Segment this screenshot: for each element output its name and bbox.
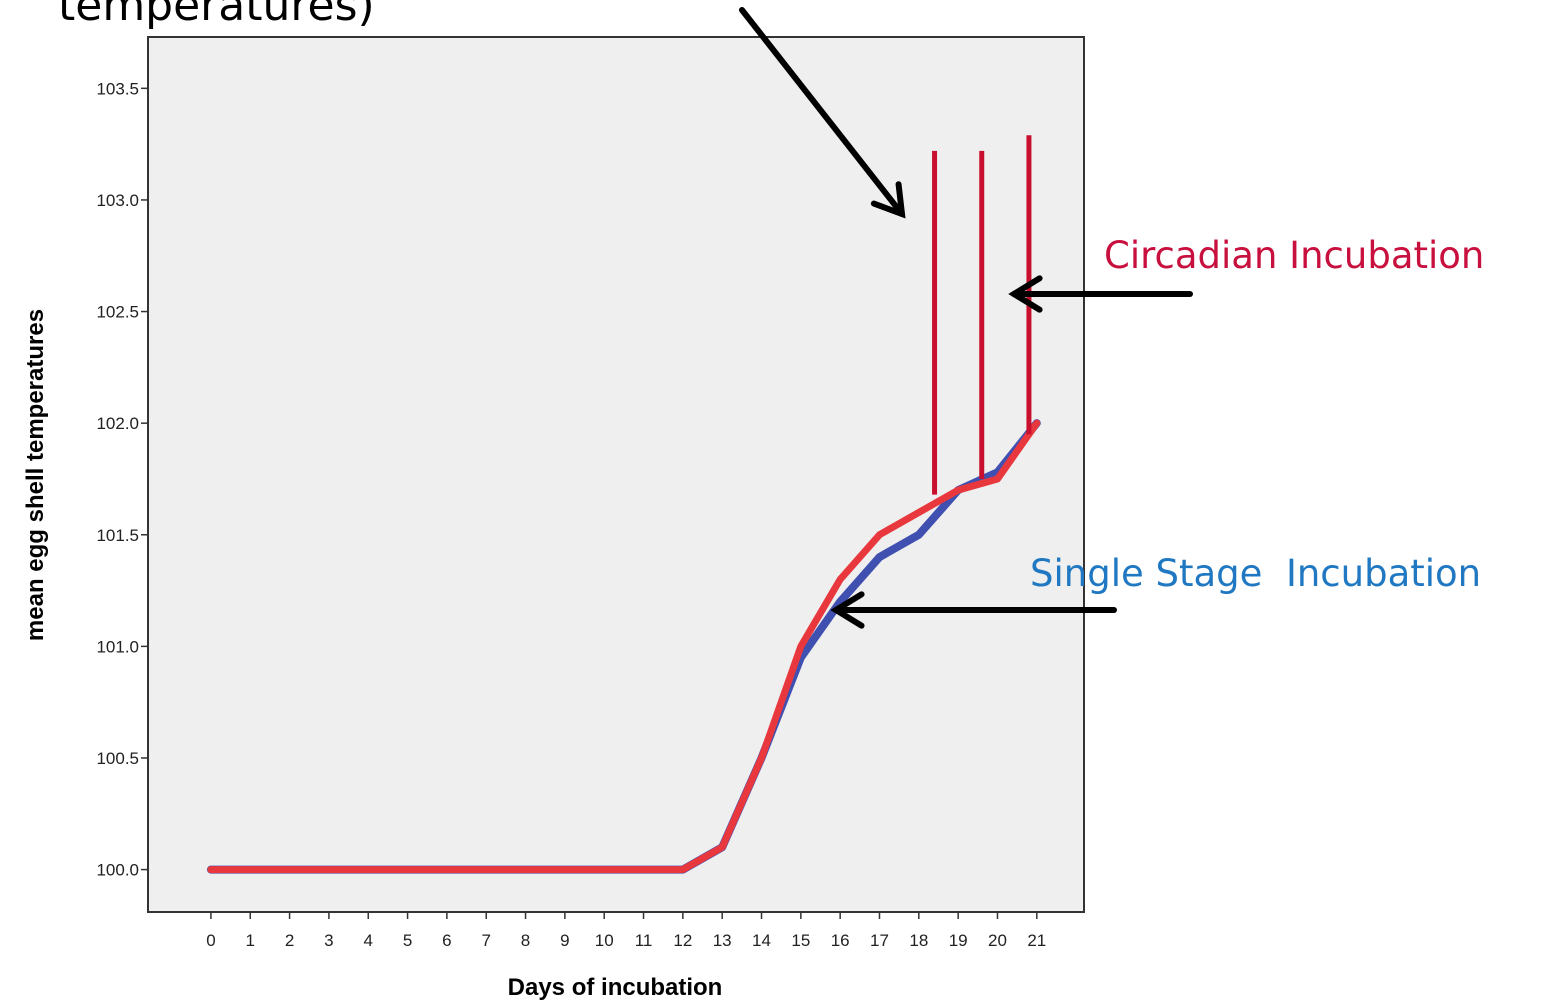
x-tick-label: 14 bbox=[752, 931, 771, 950]
series-1-line bbox=[207, 419, 1041, 874]
x-tick-label: 9 bbox=[560, 931, 569, 950]
x-tick-label: 10 bbox=[595, 931, 614, 950]
series-1-point bbox=[994, 476, 1000, 482]
circadian-incubation-label: Circadian Incubation bbox=[1104, 234, 1484, 277]
series-1-point bbox=[759, 755, 765, 761]
x-tick-label: 11 bbox=[635, 931, 653, 950]
x-tick-label: 1 bbox=[246, 931, 255, 950]
x-axis-title: Days of incubation bbox=[508, 974, 723, 1001]
series-1-point bbox=[562, 867, 568, 873]
circadian-arrow bbox=[1008, 275, 1193, 313]
top-text-fragment: temperatures) bbox=[58, 0, 375, 31]
series-layer bbox=[206, 419, 1041, 874]
x-tick-label: 0 bbox=[206, 931, 215, 950]
x-axis: 0 1 2 3 4 5 6 7 8 9 10 11 12 13 14 15 16 17 18 19 20 21 bbox=[206, 912, 1046, 950]
y-tick-label: 100.5 bbox=[96, 749, 139, 768]
series-1-point bbox=[444, 867, 450, 873]
x-tick-label: 20 bbox=[988, 931, 1007, 950]
series-1-point bbox=[405, 867, 411, 873]
y-tick-label: 101.0 bbox=[96, 637, 139, 656]
series-0-point bbox=[837, 599, 843, 605]
series-1-point bbox=[326, 867, 332, 873]
x-tick-label: 15 bbox=[791, 931, 810, 950]
series-1-point bbox=[955, 487, 961, 493]
series-1-point bbox=[365, 867, 371, 873]
x-tick-label: 3 bbox=[324, 931, 333, 950]
series-1-point bbox=[523, 867, 529, 873]
series-0-point bbox=[916, 532, 922, 538]
series-1-point bbox=[483, 867, 489, 873]
y-tick-label: 103.5 bbox=[96, 79, 139, 98]
series-0-point bbox=[876, 554, 882, 560]
series-1-point bbox=[601, 867, 607, 873]
x-tick-label: 7 bbox=[481, 931, 490, 950]
plot-area bbox=[147, 36, 1085, 913]
series-1-point bbox=[247, 867, 253, 873]
series-1-point bbox=[719, 844, 725, 850]
y-axis: 100.0 100.5 101.0 101.5 102.0 102.5 103.0 103.5 bbox=[96, 79, 148, 880]
x-tick-label: 18 bbox=[909, 931, 928, 950]
series-1-point bbox=[680, 867, 686, 873]
x-tick-label: 2 bbox=[285, 931, 294, 950]
y-tick-label: 102.5 bbox=[96, 303, 139, 322]
y-tick-label: 101.5 bbox=[96, 526, 139, 545]
y-axis-title: mean egg shell temperatures bbox=[22, 309, 49, 641]
arrow-layer bbox=[739, 7, 1193, 629]
y-tick-label: 102.0 bbox=[96, 414, 139, 433]
single-stage-incubation-label: Single Stage Incubation bbox=[1030, 552, 1481, 595]
x-tick-label: 5 bbox=[403, 931, 412, 950]
x-tick-label: 8 bbox=[521, 931, 530, 950]
series-1-point bbox=[916, 509, 922, 515]
x-tick-label: 6 bbox=[442, 931, 451, 950]
x-tick-label: 12 bbox=[673, 931, 692, 950]
series-1-point bbox=[876, 532, 882, 538]
series-1-point bbox=[641, 867, 647, 873]
diagonal-arrow bbox=[739, 7, 906, 219]
x-tick-label: 16 bbox=[831, 931, 850, 950]
x-tick-label: 21 bbox=[1027, 931, 1046, 950]
x-tick-label: 13 bbox=[713, 931, 732, 950]
x-tick-label: 19 bbox=[949, 931, 968, 950]
y-tick-label: 103.0 bbox=[96, 191, 139, 210]
series-1-point bbox=[287, 867, 293, 873]
series-1-point bbox=[208, 867, 214, 873]
series-1-point bbox=[1034, 420, 1040, 426]
single-stage-arrow bbox=[830, 591, 1117, 629]
x-tick-label: 4 bbox=[364, 931, 373, 950]
series-1-point bbox=[798, 643, 804, 649]
series-1-point bbox=[837, 576, 843, 582]
y-tick-label: 100.0 bbox=[96, 861, 139, 880]
x-tick-label: 17 bbox=[870, 931, 889, 950]
